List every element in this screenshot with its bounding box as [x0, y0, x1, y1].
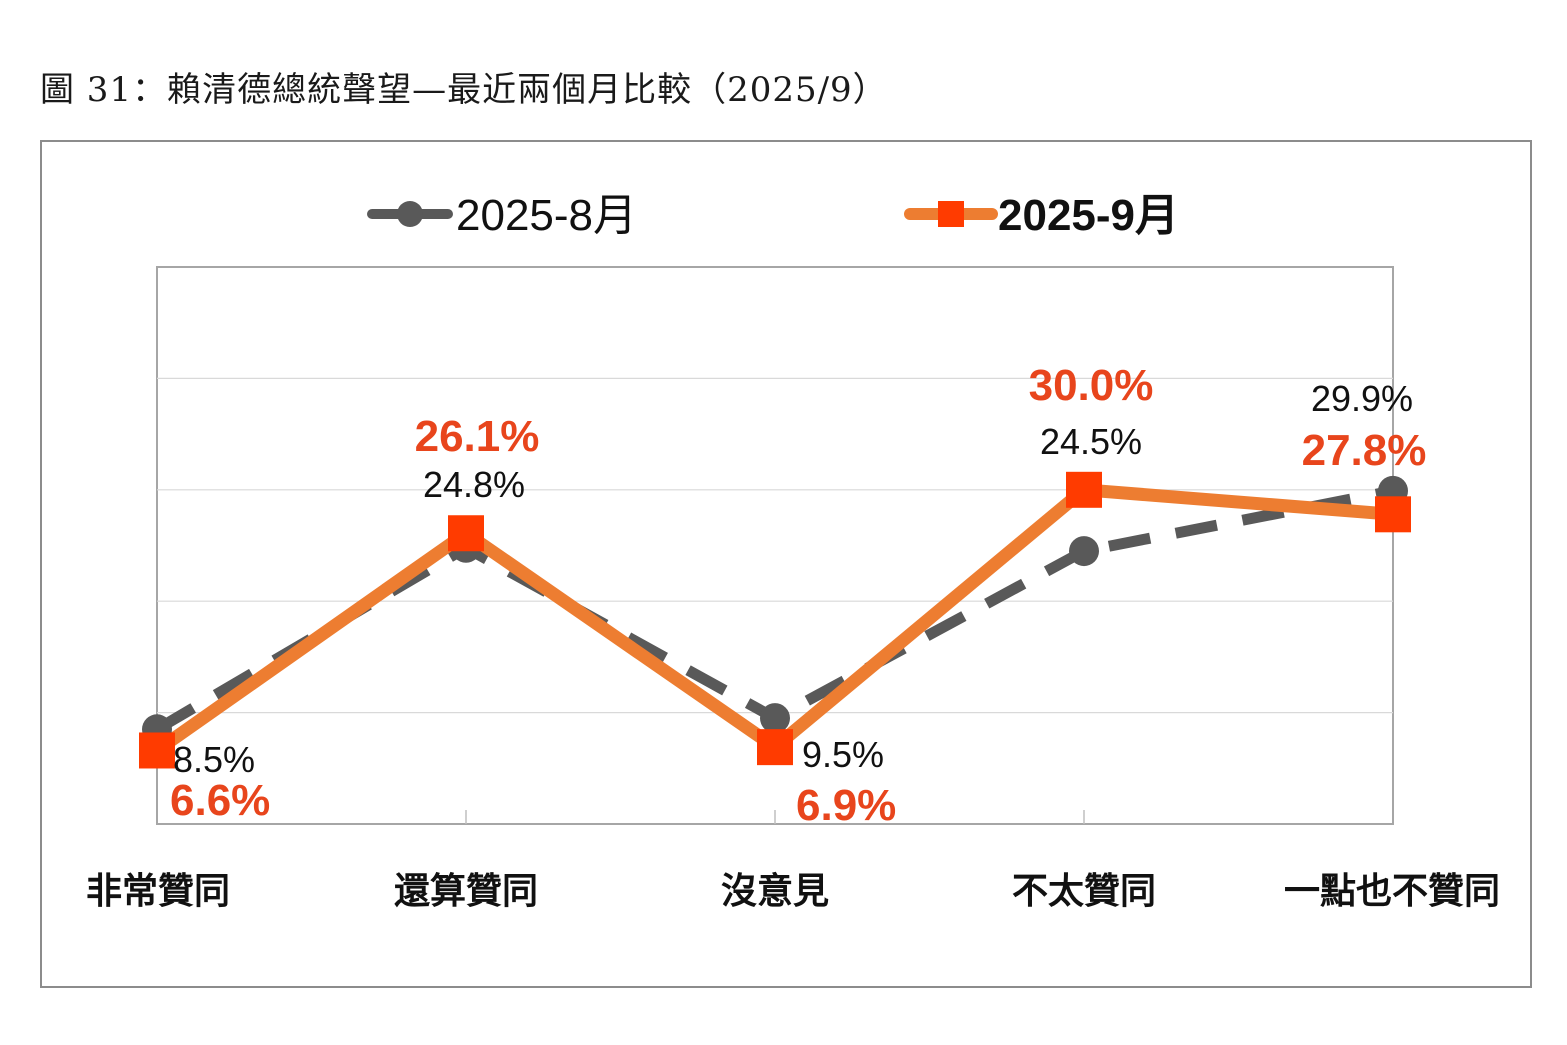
data-label-aug: 24.8% — [423, 464, 525, 505]
legend: 2025-8月 2025-9月 — [367, 191, 1179, 240]
gridlines — [157, 377, 1393, 714]
x-axis-categories: 非常贊同 還算贊同 沒意見 不太贊同 一點也不贊同 — [86, 871, 1500, 912]
chart-frame — [40, 140, 1532, 988]
data-label-sep: 6.6% — [170, 776, 270, 825]
legend-marker-aug — [397, 201, 423, 227]
data-label-aug: 24.5% — [1040, 421, 1142, 462]
data-label-sep: 26.1% — [415, 412, 540, 461]
legend-label-aug: 2025-8月 — [456, 191, 637, 240]
point-sep — [1375, 496, 1411, 533]
point-sep — [139, 732, 175, 769]
point-aug — [760, 703, 790, 734]
x-tick-label: 還算贊同 — [394, 871, 538, 912]
data-label-aug: 29.9% — [1311, 378, 1413, 419]
x-tick-label: 非常贊同 — [86, 871, 230, 912]
data-label-aug: 9.5% — [802, 734, 884, 775]
figure-caption: 圖 31：賴清德總統聲望—最近兩個月比較（2025/9） — [40, 70, 888, 110]
point-sep — [757, 729, 793, 766]
data-label-aug: 8.5% — [173, 739, 255, 780]
x-axis-ticks — [465, 810, 1085, 824]
x-tick-label: 一點也不贊同 — [1284, 871, 1500, 912]
series-line-aug — [154, 485, 1395, 735]
point-aug — [1069, 536, 1099, 567]
point-sep — [1066, 471, 1102, 508]
data-label-sep: 6.9% — [796, 781, 896, 830]
legend-label-sep: 2025-9月 — [998, 191, 1179, 240]
data-labels: 8.5% 24.8% 9.5% 24.5% 29.9% 6.6% 26.1% 6.9% 30.0… — [170, 361, 1426, 830]
markers — [139, 471, 1411, 769]
legend-marker-sep — [938, 201, 964, 227]
x-tick-label: 不太贊同 — [1012, 871, 1156, 912]
data-label-sep: 30.0% — [1029, 361, 1154, 410]
x-tick-label: 沒意見 — [721, 871, 829, 912]
point-sep — [448, 515, 484, 552]
data-label-sep: 27.8% — [1302, 426, 1427, 475]
